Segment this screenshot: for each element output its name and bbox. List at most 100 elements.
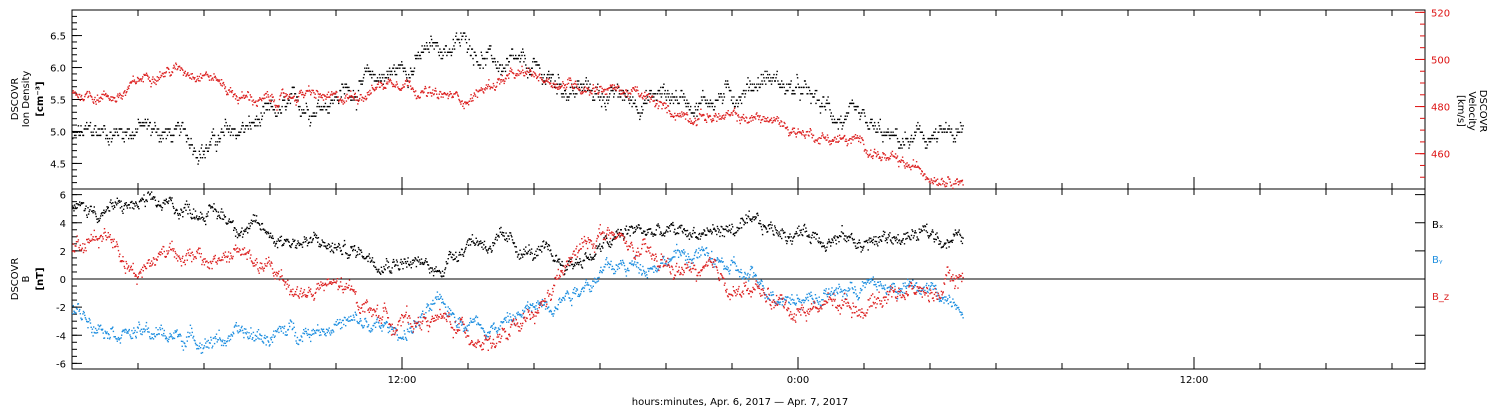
data-point <box>327 112 329 114</box>
data-point <box>167 202 169 205</box>
data-point <box>367 70 369 73</box>
data-point <box>313 92 315 94</box>
data-point <box>206 215 209 217</box>
data-point <box>410 330 412 332</box>
data-point <box>700 96 703 98</box>
data-point <box>80 202 83 204</box>
data-point <box>869 241 871 243</box>
data-point <box>811 234 813 236</box>
data-point <box>308 85 310 87</box>
data-point <box>413 91 416 93</box>
data-point <box>142 81 144 83</box>
data-point <box>921 131 923 133</box>
data-point <box>84 94 87 96</box>
data-point <box>166 201 169 203</box>
data-point <box>201 351 204 354</box>
data-point <box>353 316 355 318</box>
data-point <box>593 87 595 89</box>
data-point <box>282 99 285 101</box>
data-point <box>159 327 161 329</box>
data-point <box>638 224 640 226</box>
data-point <box>356 96 358 98</box>
data-point <box>402 262 405 264</box>
data-point <box>589 91 591 94</box>
data-point <box>503 235 505 237</box>
data-point <box>230 90 232 92</box>
data-point <box>436 42 439 44</box>
data-point <box>167 341 169 343</box>
data-point <box>367 325 369 328</box>
data-point <box>488 45 491 47</box>
data-point <box>282 244 285 246</box>
data-point <box>108 338 111 340</box>
data-point <box>765 118 768 120</box>
data-point <box>816 140 818 142</box>
data-point <box>765 228 768 230</box>
data-point <box>370 327 372 330</box>
data-point <box>252 220 254 223</box>
data-point <box>265 230 267 233</box>
data-point <box>608 245 610 248</box>
data-point <box>96 331 99 334</box>
data-point <box>300 115 302 117</box>
data-point <box>747 122 749 124</box>
data-point <box>609 87 611 89</box>
data-point <box>108 97 110 100</box>
data-point <box>897 234 899 236</box>
data-point <box>625 229 627 231</box>
data-point <box>100 213 102 215</box>
data-point <box>191 218 193 220</box>
data-point <box>325 328 328 330</box>
data-point <box>633 88 635 90</box>
data-point <box>620 229 622 231</box>
data-point <box>443 93 445 95</box>
data-point <box>929 233 932 235</box>
data-point <box>936 236 939 238</box>
data-point <box>881 134 883 137</box>
data-point <box>935 180 937 182</box>
data-point <box>401 337 404 339</box>
data-point <box>235 322 237 324</box>
data-point <box>634 86 636 88</box>
data-point <box>347 89 349 92</box>
data-point <box>476 61 479 63</box>
data-point <box>628 226 631 228</box>
data-point <box>850 142 852 144</box>
data-point <box>199 153 201 156</box>
data-point <box>630 99 633 101</box>
data-point <box>195 344 197 346</box>
data-point <box>182 211 185 213</box>
data-point <box>880 159 883 161</box>
data-point <box>254 334 257 337</box>
data-point <box>406 266 408 268</box>
data-point <box>211 131 213 133</box>
data-point <box>635 225 638 227</box>
data-point <box>425 42 428 44</box>
data-point <box>396 261 398 263</box>
data-point <box>82 134 85 137</box>
data-point <box>739 119 741 122</box>
data-point <box>151 337 153 339</box>
data-point <box>511 69 513 71</box>
data-point <box>395 328 397 330</box>
data-point <box>930 233 932 236</box>
data-point <box>758 118 760 121</box>
data-point <box>94 125 97 127</box>
data-point <box>196 348 198 350</box>
data-point <box>300 335 302 337</box>
data-point <box>681 224 683 227</box>
data-point <box>654 105 656 108</box>
data-point <box>236 325 238 327</box>
data-point <box>960 180 962 182</box>
data-point <box>106 331 108 333</box>
data-point <box>903 233 905 235</box>
data-point <box>718 229 720 231</box>
data-point <box>343 93 346 95</box>
data-point <box>163 329 165 332</box>
data-point <box>426 261 428 263</box>
data-point <box>694 105 696 108</box>
data-point <box>759 220 761 222</box>
data-point <box>917 238 919 240</box>
data-point <box>669 102 671 105</box>
b-y-tick-label: 4 <box>60 219 66 230</box>
